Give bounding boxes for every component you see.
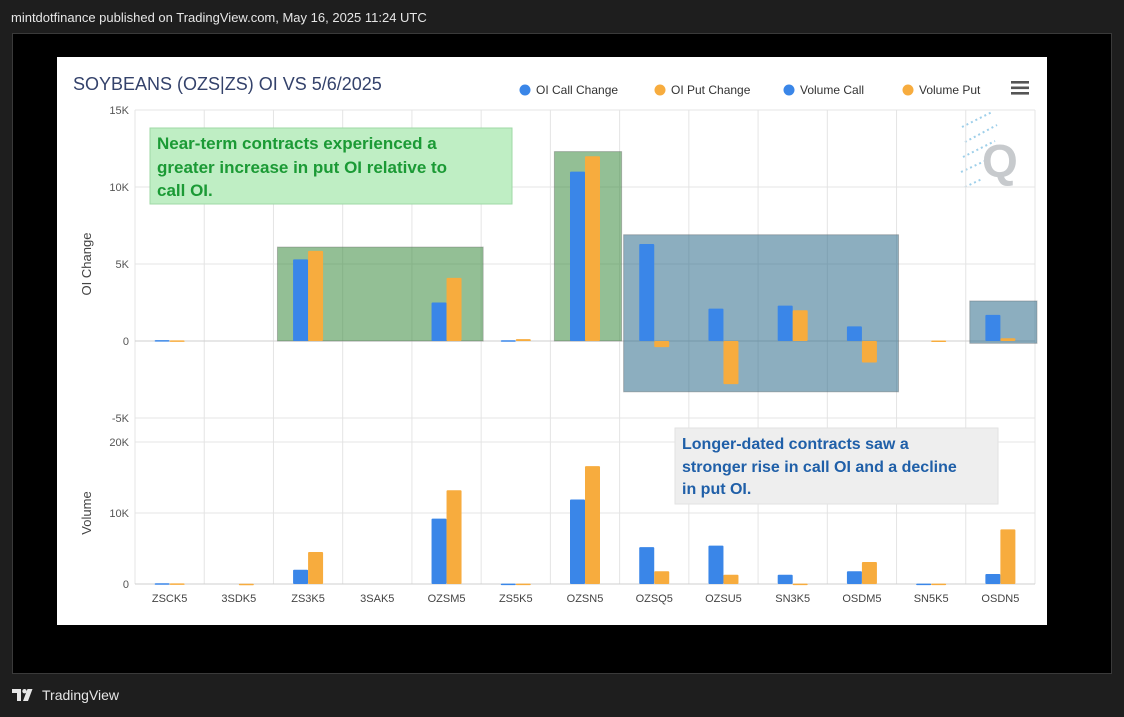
- x-tick-label: 3SAK5: [360, 593, 394, 605]
- bar-oi-put-change: [585, 156, 600, 341]
- annotation-near-term-line-2: greater increase in put OI relative to: [157, 158, 447, 177]
- legend-marker: [902, 84, 914, 96]
- bar-volume-put: [308, 552, 324, 584]
- annotation-near-term-line-3: call OI.: [157, 181, 213, 200]
- bar-oi-call-change: [639, 243, 655, 341]
- chart-card: SOYBEANS (OZS|ZS) OI VS 5/6/2025 OI Call…: [57, 57, 1047, 625]
- footer-brand[interactable]: TradingView: [42, 687, 120, 703]
- x-tick-label: OZSU5: [705, 593, 742, 605]
- bar-volume-call: [777, 574, 793, 584]
- legend-marker: [654, 84, 666, 96]
- y-tick-label: 20K: [109, 437, 129, 449]
- bar-oi-call-change: [431, 302, 447, 341]
- bar-oi-put-change: [792, 310, 808, 341]
- bar-oi-put-change: [515, 339, 531, 341]
- annotation-near-term-line-1: Near-term contracts experienced a: [157, 134, 437, 153]
- y-tick-label: 0: [123, 579, 129, 591]
- bar-oi-call-change: [500, 340, 516, 342]
- y-tick-label: 0: [123, 336, 129, 348]
- menu-icon[interactable]: [1011, 81, 1029, 95]
- chart-title: SOYBEANS (OZS|ZS) OI VS 5/6/2025: [73, 74, 382, 94]
- bar-volume-call: [500, 583, 516, 586]
- bar-volume-call: [916, 583, 932, 586]
- legend: OI Call Change OI Put Change Volume Call Vo…: [519, 83, 981, 97]
- legend-item: Volume Call: [800, 83, 864, 97]
- bar-volume-put: [792, 583, 808, 586]
- annotation-longer-dated-line-3: in put OI.: [682, 481, 751, 498]
- bar-oi-put-change: [861, 341, 877, 363]
- x-tick-label: OZSQ5: [636, 593, 673, 605]
- bar-volume-put: [1000, 529, 1016, 584]
- legend-marker: [783, 84, 795, 96]
- bars: [154, 156, 1016, 586]
- bar-volume-call: [154, 583, 170, 585]
- annotation-longer-dated-line-2: stronger rise in call OI and a decline: [682, 459, 957, 476]
- bar-volume-call: [431, 518, 447, 584]
- bar-oi-call-change: [846, 326, 862, 341]
- bar-oi-put-change: [931, 340, 947, 343]
- bar-oi-call-change: [570, 171, 585, 341]
- tradingview-logo-icon: [12, 689, 33, 701]
- bar-volume-put: [446, 490, 462, 584]
- y-tick-label: 10K: [109, 182, 129, 194]
- x-tick-label: OSDM5: [842, 593, 881, 605]
- y-axis-label: OI Change: [79, 233, 94, 296]
- bar-oi-call-change: [708, 308, 724, 341]
- x-tick-label: OZSM5: [428, 593, 466, 605]
- y-tick-label: -5K: [112, 413, 130, 425]
- bar-oi-put-change: [723, 341, 739, 385]
- axes: 15K 10K 5K 0 -5K OI Change 20K 10K 0 Volume ZSCK5 3…: [79, 105, 1019, 605]
- x-tick-label: ZS5K5: [499, 593, 533, 605]
- bar-oi-put-change: [169, 340, 185, 342]
- bar-oi-call-change: [985, 314, 1001, 341]
- bar-oi-call-change: [293, 259, 309, 341]
- bar-volume-call: [985, 574, 1001, 584]
- bar-volume-put: [723, 574, 739, 584]
- highlight-box-longer-dated-1: [623, 234, 900, 393]
- legend-marker: [519, 84, 531, 96]
- x-tick-label: OSDN5: [981, 593, 1019, 605]
- y-tick-label: 15K: [109, 105, 129, 117]
- x-tick-label: OZSN5: [567, 593, 604, 605]
- q-logo-icon: Q: [960, 111, 1018, 188]
- x-tick-label: 3SDK5: [221, 593, 256, 605]
- x-tick-label: SN5K5: [914, 593, 949, 605]
- bar-volume-call: [639, 547, 655, 584]
- bar-volume-put: [585, 466, 600, 584]
- bar-volume-put: [169, 583, 185, 585]
- bar-volume-put: [238, 583, 254, 586]
- y-axis-label: Volume: [79, 491, 94, 534]
- bar-volume-put: [861, 561, 877, 584]
- svg-text:Q: Q: [982, 135, 1018, 187]
- highlight-box-longer-dated-2: [969, 300, 1038, 344]
- y-tick-label: 5K: [116, 259, 130, 271]
- annotation-longer-dated: Longer-dated contracts saw a stronger ri…: [674, 427, 999, 505]
- x-tick-label: ZS3K5: [291, 593, 325, 605]
- publish-caption: mintdotfinance published on TradingView.…: [11, 10, 427, 25]
- bar-oi-put-change: [446, 277, 462, 341]
- y-tick-label: 10K: [109, 508, 129, 520]
- legend-item: OI Call Change: [536, 83, 618, 97]
- annotation-longer-dated-line-1: Longer-dated contracts saw a: [682, 436, 909, 453]
- annotation-near-term: Near-term contracts experienced a greate…: [149, 127, 513, 205]
- footer: TradingView: [12, 687, 119, 703]
- bar-volume-call: [708, 545, 724, 584]
- x-tick-label: ZSCK5: [152, 593, 187, 605]
- bar-volume-call: [846, 571, 862, 584]
- bar-volume-put: [931, 583, 947, 586]
- x-tick-label: SN3K5: [775, 593, 810, 605]
- bar-oi-call-change: [777, 305, 793, 341]
- chart-svg: SOYBEANS (OZS|ZS) OI VS 5/6/2025 OI Call…: [73, 74, 1038, 605]
- bar-volume-put: [654, 571, 670, 584]
- bar-oi-put-change: [1000, 338, 1016, 341]
- bar-oi-put-change: [308, 250, 324, 341]
- bar-volume-put: [515, 583, 531, 586]
- bar-oi-put-change: [654, 341, 670, 348]
- legend-item: OI Put Change: [671, 83, 751, 97]
- bar-volume-call: [293, 569, 309, 584]
- legend-item: Volume Put: [919, 83, 981, 97]
- bar-volume-call: [570, 499, 585, 584]
- bar-oi-call-change: [154, 340, 170, 342]
